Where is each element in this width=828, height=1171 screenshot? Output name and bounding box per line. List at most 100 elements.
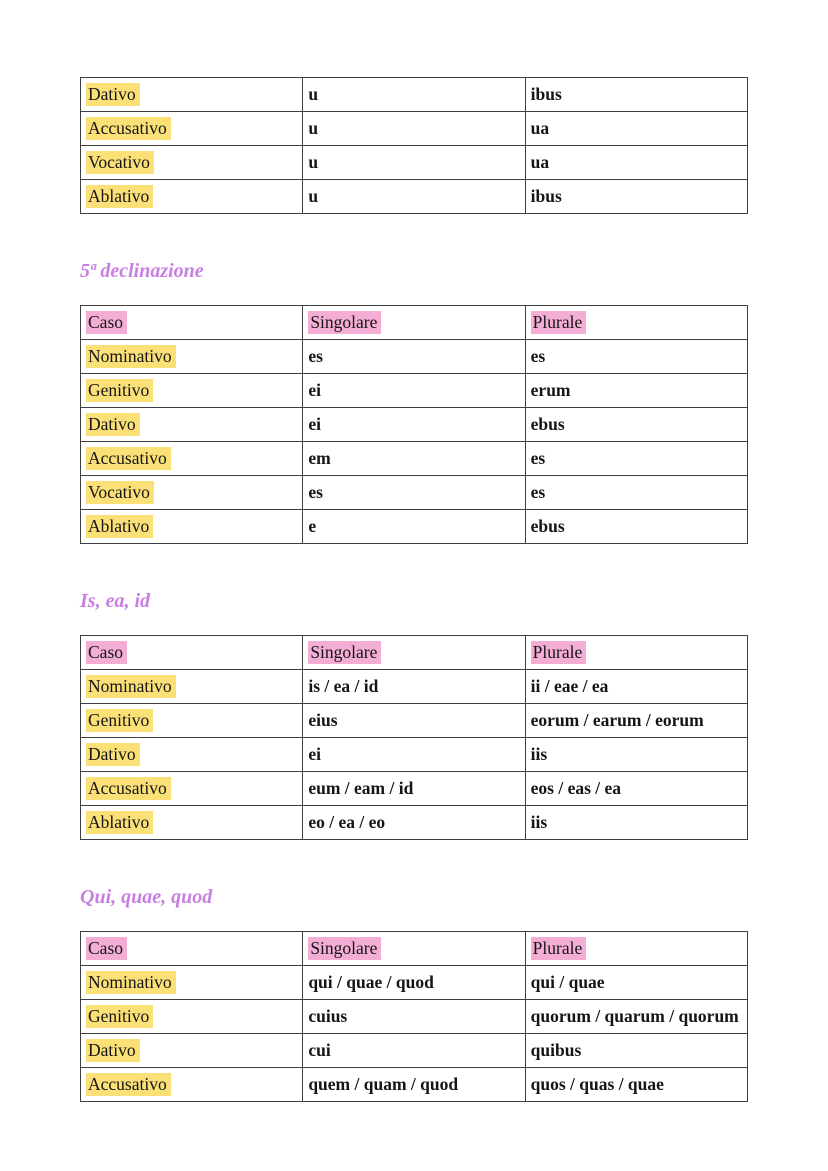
- header-row: Caso Singolare Plurale: [79, 305, 749, 340]
- plural-cell: ibus: [524, 77, 749, 112]
- table-row: Accusativo em es: [79, 441, 749, 476]
- plural-cell: iis: [524, 805, 749, 840]
- case-label-highlight: Dativo: [86, 83, 140, 106]
- column-header-highlight: Caso: [86, 937, 127, 960]
- declension-table: Caso Singolare Plurale Nominativo es es Geniti…: [79, 305, 749, 544]
- case-label-highlight: Ablativo: [86, 811, 154, 834]
- column-header-cell: Caso: [79, 931, 304, 966]
- table-row: Ablativo e ebus: [79, 509, 749, 544]
- plural-cell: ebus: [524, 407, 749, 442]
- plural-cell: quibus: [524, 1033, 749, 1068]
- case-label-highlight: Nominativo: [86, 971, 176, 994]
- case-cell: Ablativo: [79, 805, 304, 840]
- column-header-cell: Plurale: [524, 305, 749, 340]
- table-row: Accusativo u ua: [79, 111, 749, 146]
- column-header-highlight: Plurale: [530, 641, 587, 664]
- plural-cell: es: [524, 441, 749, 476]
- singular-cell: u: [302, 179, 526, 214]
- case-label-highlight: Vocativo: [86, 481, 154, 504]
- case-label-highlight: Ablativo: [86, 515, 154, 538]
- case-label-highlight: Accusativo: [86, 1073, 171, 1096]
- case-cell: Nominativo: [79, 339, 304, 374]
- plural-cell: iis: [524, 737, 749, 772]
- plural-cell: quorum / quarum / quorum: [524, 999, 749, 1034]
- table-row: Nominativo is / ea / id ii / eae / ea: [79, 669, 749, 704]
- case-cell: Dativo: [79, 1033, 304, 1068]
- singular-cell: ei: [302, 407, 526, 442]
- case-cell: Accusativo: [79, 771, 304, 806]
- case-label-highlight: Dativo: [86, 743, 140, 766]
- column-header-highlight: Plurale: [530, 311, 587, 334]
- table-row: Dativo u ibus: [79, 77, 749, 112]
- table-row: Vocativo u ua: [79, 145, 749, 180]
- column-header-cell: Plurale: [524, 635, 749, 670]
- singular-cell: es: [302, 339, 526, 374]
- case-cell: Vocativo: [79, 475, 304, 510]
- plural-cell: quos / quas / quae: [524, 1067, 749, 1102]
- case-cell: Accusativo: [79, 441, 304, 476]
- singular-cell: eum / eam / id: [302, 771, 526, 806]
- case-label-highlight: Accusativo: [86, 117, 171, 140]
- plural-cell: ua: [524, 111, 749, 146]
- column-header-cell: Caso: [79, 305, 304, 340]
- declension-table: Caso Singolare Plurale Nominativo is / ea / …: [79, 635, 749, 840]
- table-row: Dativo ei ebus: [79, 407, 749, 442]
- case-cell: Vocativo: [79, 145, 304, 180]
- plural-cell: eos / eas / ea: [524, 771, 749, 806]
- singular-cell: quem / quam / quod: [302, 1067, 526, 1102]
- case-label-highlight: Vocativo: [86, 151, 154, 174]
- singular-cell: eius: [302, 703, 526, 738]
- case-cell: Dativo: [79, 737, 304, 772]
- table-row: Vocativo es es: [79, 475, 749, 510]
- case-label-highlight: Accusativo: [86, 777, 171, 800]
- table-row: Dativo ei iis: [79, 737, 749, 772]
- table-row: Genitivo eius eorum / earum / eorum: [79, 703, 749, 738]
- plural-cell: es: [524, 339, 749, 374]
- column-header-cell: Caso: [79, 635, 304, 670]
- column-header-cell: Singolare: [302, 931, 526, 966]
- singular-cell: eo / ea / eo: [302, 805, 526, 840]
- plural-cell: erum: [524, 373, 749, 408]
- declension-section: Is, ea, id Caso Singolare Plurale Nominativo…: [79, 588, 749, 840]
- case-label-highlight: Genitivo: [86, 379, 154, 402]
- table-row: Genitivo cuius quorum / quarum / quorum: [79, 999, 749, 1034]
- table-row: Nominativo es es: [79, 339, 749, 374]
- singular-cell: es: [302, 475, 526, 510]
- declension-section: 5ª declinazione Caso Singolare Plurale Nomin…: [79, 258, 749, 544]
- case-label-highlight: Dativo: [86, 413, 140, 436]
- singular-cell: is / ea / id: [302, 669, 526, 704]
- case-cell: Ablativo: [79, 509, 304, 544]
- column-header-cell: Singolare: [302, 305, 526, 340]
- case-cell: Nominativo: [79, 965, 304, 1000]
- plural-cell: ebus: [524, 509, 749, 544]
- section-heading: Is, ea, id: [80, 590, 150, 612]
- declension-table: Dativo u ibus Accusativo u ua Vocativo u ua Ablat…: [79, 77, 749, 214]
- case-label-highlight: Nominativo: [86, 675, 176, 698]
- declension-table: Caso Singolare Plurale Nominativo qui / quae…: [79, 931, 749, 1102]
- singular-cell: ei: [302, 373, 526, 408]
- plural-cell: ibus: [524, 179, 749, 214]
- case-cell: Accusativo: [79, 1067, 304, 1102]
- case-cell: Ablativo: [79, 179, 304, 214]
- singular-cell: em: [302, 441, 526, 476]
- plural-cell: es: [524, 475, 749, 510]
- plural-cell: qui / quae: [524, 965, 749, 1000]
- table-row: Dativo cui quibus: [79, 1033, 749, 1068]
- table-row: Ablativo u ibus: [79, 179, 749, 214]
- case-cell: Accusativo: [79, 111, 304, 146]
- singular-cell: u: [302, 77, 526, 112]
- plural-cell: eorum / earum / eorum: [524, 703, 749, 738]
- case-cell: Dativo: [79, 407, 304, 442]
- table-row: Nominativo qui / quae / quod qui / quae: [79, 965, 749, 1000]
- case-cell: Genitivo: [79, 373, 304, 408]
- case-label-highlight: Genitivo: [86, 709, 154, 732]
- singular-cell: cuius: [302, 999, 526, 1034]
- case-label-highlight: Accusativo: [86, 447, 171, 470]
- singular-cell: ei: [302, 737, 526, 772]
- case-label-highlight: Genitivo: [86, 1005, 154, 1028]
- plural-cell: ii / eae / ea: [524, 669, 749, 704]
- header-row: Caso Singolare Plurale: [79, 931, 749, 966]
- singular-cell: u: [302, 111, 526, 146]
- section-heading: Qui, quae, quod: [80, 886, 213, 908]
- singular-cell: qui / quae / quod: [302, 965, 526, 1000]
